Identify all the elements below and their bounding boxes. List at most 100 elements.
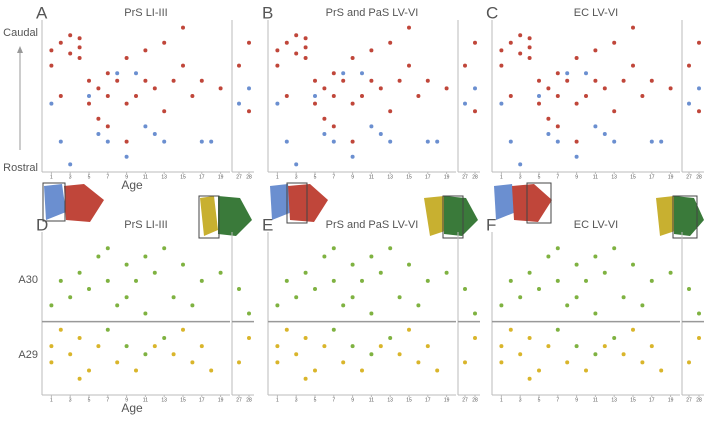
- data-point: [407, 327, 411, 332]
- data-point: [96, 254, 101, 259]
- data-point: [105, 139, 110, 144]
- data-point: [87, 287, 91, 292]
- data-point: [378, 132, 383, 136]
- data-point: [190, 360, 195, 365]
- data-point: [294, 33, 299, 38]
- x-tick-label: 13: [387, 397, 393, 403]
- data-point: [275, 101, 280, 106]
- x-tick-label: 9: [575, 397, 578, 403]
- data-point: [105, 278, 110, 283]
- data-point: [331, 124, 336, 129]
- data-point: [518, 33, 523, 38]
- data-point: [190, 303, 195, 308]
- x-tick-label: 13: [611, 174, 617, 180]
- data-point: [697, 40, 701, 45]
- x-tick-label: 28: [246, 174, 252, 180]
- data-point: [649, 278, 654, 283]
- x-tick-label: 5: [314, 174, 317, 180]
- data-point: [527, 56, 532, 60]
- x-tick-label: 13: [161, 397, 167, 403]
- data-point: [687, 360, 691, 365]
- x-tick-label: 5: [314, 397, 317, 403]
- data-point: [687, 101, 691, 106]
- data-point: [621, 295, 626, 300]
- data-point: [425, 139, 430, 144]
- data-point: [463, 287, 467, 292]
- x-tick-label: 17: [649, 174, 655, 180]
- data-point: [350, 262, 355, 267]
- data-point: [593, 48, 598, 53]
- data-point: [96, 132, 101, 136]
- data-point: [527, 376, 532, 381]
- data-point: [209, 368, 214, 373]
- data-point: [612, 40, 617, 45]
- data-point: [331, 94, 336, 98]
- data-point: [537, 101, 541, 106]
- brain-icon: [288, 184, 328, 222]
- data-point: [96, 344, 101, 349]
- data-point: [555, 71, 560, 76]
- data-point: [350, 154, 355, 159]
- data-point: [68, 352, 73, 357]
- panel-title: PrS LI-III: [124, 7, 167, 19]
- data-point: [115, 303, 120, 308]
- data-point: [407, 262, 411, 267]
- x-tick-label: 7: [332, 174, 335, 180]
- x-tick-label: 11: [593, 174, 598, 180]
- data-point: [115, 78, 120, 83]
- data-point: [237, 287, 241, 292]
- x-tick-label: 17: [199, 174, 205, 180]
- data-point: [58, 327, 63, 332]
- data-point: [388, 139, 393, 144]
- data-point: [105, 246, 110, 251]
- data-point: [555, 94, 560, 98]
- x-tick-label: 27: [236, 174, 242, 180]
- x-tick-label: 9: [351, 174, 354, 180]
- x-tick-label: 9: [575, 174, 578, 180]
- data-point: [463, 63, 467, 68]
- data-point: [360, 71, 364, 76]
- data-point: [518, 295, 523, 300]
- data-point: [546, 344, 551, 349]
- data-point: [473, 109, 477, 114]
- data-point: [162, 109, 167, 114]
- data-point: [397, 352, 402, 357]
- data-point: [388, 109, 393, 114]
- data-point: [527, 36, 532, 41]
- data-point: [303, 45, 308, 50]
- data-point: [322, 344, 327, 349]
- data-point: [181, 262, 185, 267]
- data-point: [77, 45, 82, 50]
- data-point: [294, 162, 299, 167]
- data-point: [369, 48, 374, 53]
- data-point: [574, 154, 579, 159]
- brain-icon: [512, 184, 552, 222]
- data-point: [640, 94, 645, 98]
- data-point: [602, 344, 607, 349]
- data-point: [341, 71, 346, 76]
- data-point: [602, 86, 607, 91]
- data-point: [105, 94, 110, 98]
- data-point: [416, 360, 421, 365]
- data-point: [425, 78, 430, 83]
- data-point: [584, 71, 588, 76]
- data-point: [218, 86, 223, 91]
- data-point: [171, 78, 176, 83]
- data-point: [546, 86, 551, 91]
- data-point: [134, 278, 138, 283]
- data-point: [162, 246, 167, 251]
- data-point: [508, 139, 513, 144]
- brain-icon: [200, 196, 218, 236]
- panel-label: F: [486, 215, 496, 234]
- data-point: [162, 139, 167, 144]
- data-point: [331, 71, 336, 76]
- data-point: [152, 86, 157, 91]
- x-tick-label: 15: [406, 174, 412, 180]
- data-point: [143, 254, 148, 259]
- data-point: [499, 360, 504, 365]
- x-tick-label: 3: [519, 174, 522, 180]
- data-point: [508, 40, 513, 45]
- data-point: [555, 327, 560, 332]
- data-point: [546, 116, 551, 121]
- data-point: [473, 40, 477, 45]
